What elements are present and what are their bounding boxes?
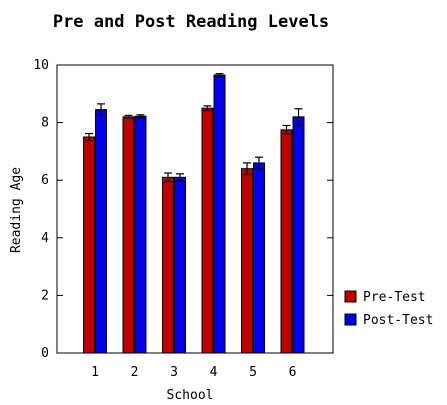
bar-post-test-4 bbox=[213, 74, 226, 354]
chart-title: Pre and Post Reading Levels bbox=[53, 12, 329, 32]
bar-pre-test-2 bbox=[122, 116, 135, 354]
bar-post-test-1 bbox=[95, 109, 107, 354]
bar-post-test-2 bbox=[134, 115, 147, 354]
x-axis-label: School bbox=[167, 388, 214, 403]
x-tick-label: 4 bbox=[210, 365, 218, 380]
legend: Pre-Test Post-Test bbox=[344, 290, 433, 328]
bar-post-test-3 bbox=[174, 176, 186, 354]
y-tick-label: 8 bbox=[41, 116, 49, 131]
bar-post-test-6 bbox=[292, 116, 305, 354]
plot-frame bbox=[56, 64, 334, 354]
legend-label-post-test: Post-Test bbox=[363, 313, 433, 328]
y-tick-label: 10 bbox=[33, 58, 49, 73]
y-tick-label: 0 bbox=[41, 346, 49, 361]
x-tick-label: 2 bbox=[131, 365, 139, 380]
legend-label-pre-test: Pre-Test bbox=[363, 290, 426, 305]
legend-swatch-post-test bbox=[344, 313, 357, 326]
x-tick-label: 1 bbox=[91, 365, 99, 380]
bar-pre-test-4 bbox=[201, 107, 214, 354]
bar-post-test-5 bbox=[253, 162, 265, 354]
y-axis-label: Reading Age bbox=[9, 167, 24, 253]
y-tick-label: 2 bbox=[41, 288, 49, 303]
y-tick-label: 6 bbox=[41, 173, 49, 188]
bar-pre-test-3 bbox=[162, 176, 174, 354]
x-tick-label: 3 bbox=[170, 365, 178, 380]
bar-pre-test-1 bbox=[83, 136, 95, 354]
bar-pre-test-6 bbox=[280, 129, 293, 354]
x-tick-label: 6 bbox=[289, 365, 297, 380]
bar-pre-test-5 bbox=[241, 168, 253, 354]
x-tick-label: 5 bbox=[249, 365, 257, 380]
y-tick-label: 4 bbox=[41, 231, 49, 246]
legend-swatch-pre-test bbox=[344, 290, 357, 303]
